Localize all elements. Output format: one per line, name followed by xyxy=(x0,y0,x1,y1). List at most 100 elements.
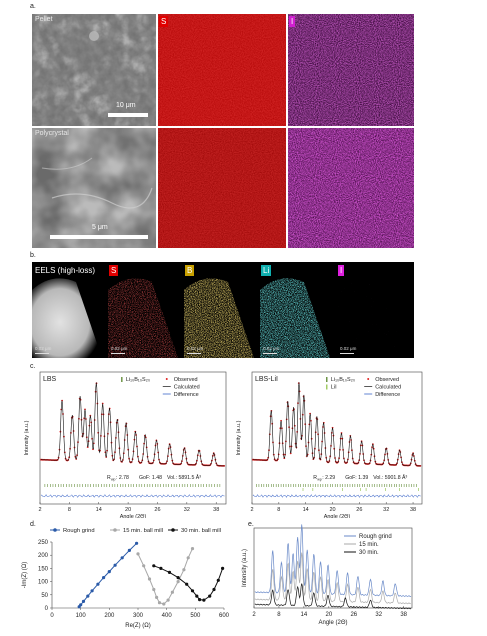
e-x-tick-label: 14 xyxy=(301,612,308,618)
d-series-line xyxy=(137,548,193,605)
x-tick-label: 32 xyxy=(383,507,389,513)
e-x-tick-label: 32 xyxy=(375,612,382,618)
eels-b-badge: B xyxy=(185,265,195,276)
d-data-point xyxy=(120,556,124,560)
d-data-point xyxy=(190,589,195,593)
d-data-point xyxy=(157,601,162,605)
x-tick-label: 14 xyxy=(303,507,309,513)
eels-i-map xyxy=(337,262,414,358)
eels-scale-text-1: 0.02 μm xyxy=(35,346,52,351)
d-data-point xyxy=(142,564,146,568)
d-data-point xyxy=(170,590,174,594)
panel-a-label: a. xyxy=(30,3,36,10)
xrd-xlabel: Angle (2Θ) xyxy=(120,514,147,518)
eels-strip: EELS (high-loss) 0.02 μm S 0.02 μm B 0.0… xyxy=(32,262,414,358)
pellet-s-map: S xyxy=(158,14,286,126)
d-data-point xyxy=(147,577,152,581)
eels-scale-text-3: 0.02 μm xyxy=(187,346,204,351)
eels-scale-text-5: 0.02 μm xyxy=(340,346,357,351)
polycrystal-scale-bar xyxy=(50,235,148,239)
eels-scale-bar-2 xyxy=(111,353,125,354)
e-legend-text: Rough grind xyxy=(359,534,392,540)
x-tick-label: 38 xyxy=(410,507,416,513)
d-data-point xyxy=(176,580,180,584)
xrd-frame xyxy=(39,371,227,505)
d-data-point xyxy=(136,552,140,556)
d-y-tick-label: 0 xyxy=(45,606,49,612)
pellet-scale-text: 10 μm xyxy=(116,102,136,109)
e-x-tick-label: 38 xyxy=(400,612,407,618)
eels-scale-text-2: 0.02 μm xyxy=(111,346,128,351)
d-legend-marker xyxy=(53,528,57,532)
panel-c-right-chart: Intensity (a.u.) LBS-LiI 2 8 14 20 26 32 38 Angle… xyxy=(236,371,423,518)
d-y-tick-label: 150 xyxy=(38,566,49,572)
eels-scale-bar-3 xyxy=(187,353,201,354)
xrd-title: LBS-LiI xyxy=(255,376,278,383)
d-data-point xyxy=(79,603,83,607)
d-data-point xyxy=(221,566,225,570)
pellet-s-badge: S xyxy=(159,16,169,27)
d-data-point xyxy=(167,570,172,574)
polycrystal-scale-text: 5 μm xyxy=(92,224,108,231)
eels-b-map xyxy=(184,262,260,358)
d-x-tick-label: 0 xyxy=(50,613,54,619)
stat-volume: Vol.: 5891.5 Å³ xyxy=(167,474,201,481)
pellet-i-badge: I xyxy=(289,16,296,27)
polycrystal-s-map-texture xyxy=(158,128,286,248)
eels-title: EELS (high-loss) xyxy=(35,266,96,275)
legend-text: Observed xyxy=(375,377,399,383)
x-tick-label: 38 xyxy=(213,507,219,513)
panel-d-chart: 0 100 200 300 400 500 600 0 50 100 150 200 250 Re(Z) … xyxy=(22,528,230,629)
x-tick-label: 20 xyxy=(125,507,131,513)
x-tick-label: 8 xyxy=(277,507,280,513)
d-data-point xyxy=(155,595,159,599)
d-xlabel: Re(Z) (Ω) xyxy=(125,623,150,629)
d-data-point xyxy=(135,541,139,545)
stat-rwp-value: : 2.78 xyxy=(116,475,129,481)
eels-scale-text-4: 0.02 μm xyxy=(263,346,280,351)
legend-observed-marker xyxy=(367,378,370,380)
stat-r-symbol: R xyxy=(107,475,111,481)
d-data-point xyxy=(182,568,186,572)
d-data-point xyxy=(127,548,131,552)
d-y-tick-label: 100 xyxy=(38,580,49,586)
eels-li-map xyxy=(260,262,337,358)
pellet-s-map-texture xyxy=(158,14,286,126)
d-data-point xyxy=(185,582,189,586)
d-data-point xyxy=(195,594,199,598)
x-tick-label: 14 xyxy=(96,507,102,513)
legend-text: Difference xyxy=(375,392,400,398)
d-x-tick-label: 300 xyxy=(133,613,144,619)
eels-scale-bar-4 xyxy=(263,353,277,354)
x-tick-label: 26 xyxy=(356,507,362,513)
eels-scale-bar-5 xyxy=(340,353,354,354)
stat-r-subscript: wp xyxy=(317,478,322,482)
legend-text: Li₁₀B₁₀S₂₀ xyxy=(331,377,355,383)
d-data-point xyxy=(186,556,190,560)
d-data-point xyxy=(208,594,212,598)
calculated-line xyxy=(252,382,421,467)
x-tick-label: 2 xyxy=(38,507,41,513)
e-x-tick-label: 20 xyxy=(325,612,332,618)
difference-line xyxy=(40,494,225,498)
xrd-ylabel: Intensity (a.u.) xyxy=(236,420,242,455)
pellet-i-map: I xyxy=(288,14,414,126)
eels-s-badge: S xyxy=(109,265,119,276)
polycrystal-i-map-texture xyxy=(288,128,414,248)
d-data-point xyxy=(190,547,195,551)
x-tick-label: 32 xyxy=(184,507,190,513)
legend-text: Calculated xyxy=(375,385,401,391)
legend-text: Difference xyxy=(174,392,199,398)
d-data-point xyxy=(216,578,220,582)
d-ylabel: -Im(Z) (Ω) xyxy=(22,562,28,588)
panel-d-label: d. xyxy=(30,521,36,528)
e-legend-text: 30 min. xyxy=(359,550,379,556)
panel-e-label: e. xyxy=(248,521,254,528)
e-series-line xyxy=(254,524,412,597)
x-tick-label: 20 xyxy=(329,507,335,513)
eels-i-badge: I xyxy=(338,265,345,276)
eels-li-badge: Li xyxy=(261,265,272,276)
d-data-point xyxy=(162,602,166,606)
d-x-tick-label: 400 xyxy=(162,613,173,619)
pellet-sem-image: Pellet 10 μm xyxy=(32,14,156,126)
